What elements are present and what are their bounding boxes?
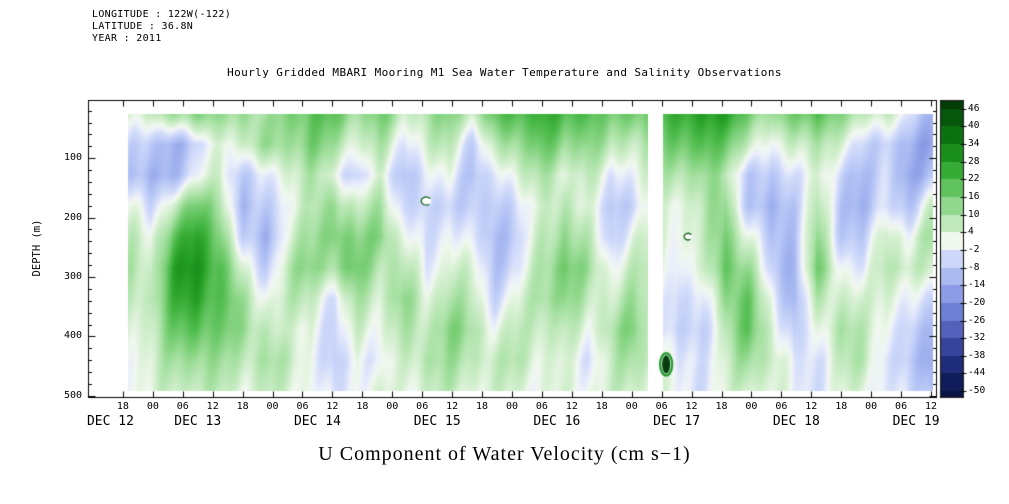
- colorbar-tick-label: -26: [968, 314, 986, 326]
- x-tick-label: 06: [416, 401, 429, 412]
- x-tick-label: 18: [356, 401, 369, 412]
- x-tick-label: 18: [236, 401, 249, 412]
- date-label: DEC 16: [533, 414, 581, 429]
- y-tick-label: 200: [63, 211, 82, 223]
- colorbar-tick-label: -8: [968, 261, 980, 273]
- x-tick-label: 18: [595, 401, 608, 412]
- latitude-label: LATITUDE : 36.8N: [92, 21, 194, 32]
- colorbar-tick-label: -50: [968, 385, 986, 397]
- x-tick-label: 12: [805, 401, 818, 412]
- x-tick-label: 06: [895, 401, 908, 412]
- colorbar-tick-label: 46: [968, 102, 980, 114]
- colorbar-tick-label: -20: [968, 296, 986, 308]
- colorbar-tick-label: 22: [968, 173, 980, 185]
- x-tick-label: 12: [565, 401, 578, 412]
- colorbar-tick-label: 28: [968, 155, 980, 167]
- x-tick-label: 00: [625, 401, 638, 412]
- date-label: DEC 15: [413, 414, 461, 429]
- colorbar-tick-label: 4: [968, 226, 974, 238]
- colorbar-tick-label: -38: [968, 349, 986, 361]
- x-tick-label: 18: [116, 401, 129, 412]
- colorbar-tick-label: -44: [968, 367, 986, 379]
- year-label: YEAR : 2011: [92, 33, 162, 44]
- x-tick-label: 00: [386, 401, 399, 412]
- plot-title: Hourly Gridded MBARI Mooring M1 Sea Wate…: [227, 66, 782, 79]
- x-tick-label: 06: [296, 401, 309, 412]
- colorbar-tick-label: 16: [968, 191, 980, 203]
- y-tick-label: 100: [63, 152, 82, 164]
- heatmap-canvas: [89, 101, 936, 397]
- date-label: DEC 19: [892, 414, 940, 429]
- x-tick-label: 12: [924, 401, 938, 412]
- x-tick-label: 12: [446, 401, 459, 412]
- x-tick-label: 06: [535, 401, 548, 412]
- x-tick-label: 12: [685, 401, 698, 412]
- y-tick-label: 400: [63, 330, 82, 342]
- x-tick-label: 06: [775, 401, 788, 412]
- x-tick-label: 18: [715, 401, 728, 412]
- colorbar-tick-label: -32: [968, 332, 986, 344]
- x-tick-label: 00: [865, 401, 878, 412]
- x-tick-label: 00: [146, 401, 159, 412]
- colorbar-tick-label: -2: [968, 243, 980, 255]
- y-tick-label: 500: [63, 389, 82, 401]
- colorbar-canvas: [941, 101, 963, 397]
- date-label: DEC 12: [86, 414, 134, 429]
- y-axis-title: DEPTH (m): [31, 219, 43, 277]
- metadata-block: LONGITUDE : 122W(-122) LATITUDE : 36.8N …: [92, 9, 231, 45]
- y-tick-label: 300: [63, 271, 82, 282]
- date-label: DEC 13: [174, 414, 222, 429]
- x-tick-label: 18: [476, 401, 489, 412]
- x-tick-label: 12: [206, 401, 219, 412]
- longitude-label: LONGITUDE : 122W(-122): [92, 9, 232, 20]
- x-tick-label: 00: [505, 401, 519, 412]
- x-tick-label: 06: [655, 401, 668, 412]
- x-tick-label: 12: [326, 401, 339, 412]
- x-tick-label: 00: [266, 401, 279, 412]
- x-tick-label: 00: [745, 401, 758, 412]
- colorbar-tick-label: 40: [968, 120, 980, 132]
- x-tick-label: 06: [176, 401, 189, 412]
- colorbar-tick-label: 10: [968, 208, 980, 220]
- date-label: DEC 17: [653, 414, 701, 429]
- colorbar-tick-label: -14: [968, 279, 986, 291]
- colorbar-tick-label: 34: [968, 138, 980, 150]
- x-tick-label: 18: [835, 401, 848, 412]
- date-label: DEC 14: [293, 414, 341, 429]
- date-label: DEC 18: [772, 414, 820, 429]
- x-axis-title: U Component of Water Velocity (cm s−1): [318, 443, 691, 465]
